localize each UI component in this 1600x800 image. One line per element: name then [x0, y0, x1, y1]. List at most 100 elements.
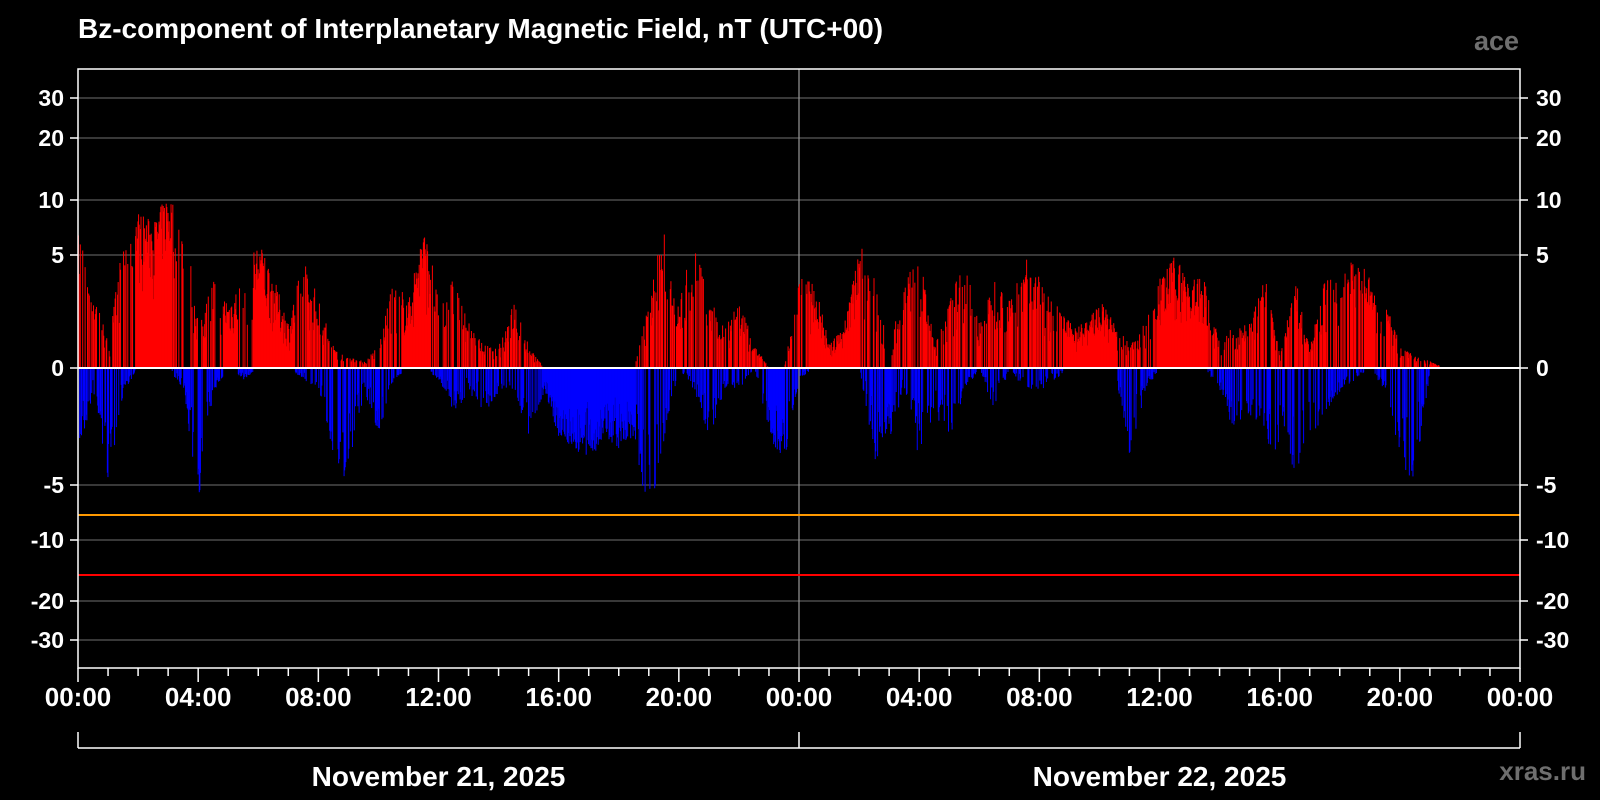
bar-positive [162, 259, 164, 368]
bar-positive [909, 271, 911, 368]
bar-negative [520, 368, 522, 414]
bar-negative [970, 368, 972, 378]
bar-positive [1347, 279, 1349, 368]
bar-positive [273, 303, 275, 368]
bar-negative [567, 368, 569, 443]
bar-positive [976, 336, 978, 368]
bar-positive [259, 256, 261, 368]
bar-positive [875, 331, 877, 368]
bar-negative [872, 368, 874, 440]
bar-negative [1421, 368, 1423, 404]
bar-positive [537, 360, 539, 368]
bar-positive [1324, 283, 1326, 368]
bar-positive [1078, 326, 1080, 368]
bar-negative [519, 368, 521, 406]
bar-positive [431, 265, 433, 368]
bar-negative [665, 368, 667, 409]
bar-negative [774, 368, 776, 448]
bar-negative [176, 368, 178, 374]
bar-negative [704, 368, 706, 394]
bar-positive [801, 278, 803, 368]
bar-positive [1296, 311, 1298, 368]
bar-positive [1004, 332, 1006, 368]
bar-negative [627, 368, 629, 437]
bar-negative [100, 368, 102, 419]
bar-positive [511, 309, 513, 368]
bar-positive [719, 335, 721, 368]
bar-positive [395, 290, 397, 368]
bar-positive [989, 300, 991, 368]
bar-negative [916, 368, 918, 416]
bar-negative [675, 368, 677, 381]
bar-negative [972, 368, 974, 379]
bar-negative [592, 368, 594, 451]
bar-positive [764, 364, 766, 368]
bar-positive [759, 356, 761, 368]
bar-negative [926, 368, 928, 413]
bar-positive [359, 361, 361, 368]
bar-positive [443, 327, 445, 368]
bar-positive [265, 298, 267, 368]
bar-positive [1072, 336, 1074, 368]
bar-positive [1237, 349, 1239, 368]
bar-positive [893, 329, 895, 368]
bar-negative [332, 368, 334, 450]
bar-positive [1074, 328, 1076, 368]
bar-positive [149, 234, 151, 368]
bar-negative [884, 368, 886, 423]
bar-positive [407, 317, 409, 368]
bar-positive [321, 335, 323, 368]
bar-negative [762, 368, 764, 404]
bar-positive [891, 355, 893, 368]
bar-positive [151, 241, 153, 368]
bar-negative [932, 368, 934, 409]
bar-positive [1029, 277, 1031, 368]
bar-negative [321, 368, 323, 386]
bar-positive [472, 338, 474, 368]
bar-positive [231, 306, 233, 368]
bar-positive [150, 277, 152, 368]
bar-negative [566, 368, 568, 440]
bar-positive [1099, 322, 1101, 368]
bar-negative [198, 368, 200, 493]
bar-positive [1126, 341, 1128, 368]
bar-positive [1178, 274, 1180, 368]
bar-positive [442, 303, 444, 368]
bar-positive [279, 309, 281, 368]
bar-positive [844, 334, 846, 368]
bar-positive [863, 319, 865, 368]
bar-positive [1229, 330, 1231, 368]
bar-positive [164, 239, 166, 368]
bar-positive [228, 309, 230, 368]
bar-positive [1426, 360, 1428, 368]
bar-negative [79, 368, 81, 438]
bar-positive [535, 361, 537, 368]
bar-positive [816, 320, 818, 368]
bar-negative [329, 368, 331, 439]
bar-positive [1072, 334, 1074, 368]
bar-positive [132, 267, 134, 368]
bar-positive [529, 354, 531, 368]
bar-positive [1068, 321, 1070, 368]
bar-positive [945, 326, 947, 368]
bar-negative [573, 368, 575, 433]
bar-positive [1344, 273, 1346, 368]
bar-positive [1175, 289, 1177, 368]
bar-negative [973, 368, 975, 374]
bar-negative [604, 368, 606, 419]
bar-positive [1079, 337, 1081, 368]
bar-negative [1058, 368, 1060, 377]
bar-positive [1402, 356, 1404, 368]
bar-negative [188, 368, 190, 432]
bar-positive [1033, 300, 1035, 368]
bar-negative [183, 368, 185, 386]
bar-negative [571, 368, 573, 444]
bar-negative [342, 368, 344, 433]
bar-positive [1083, 337, 1085, 368]
bar-negative [703, 368, 705, 421]
bar-positive [744, 317, 746, 368]
bar-negative [583, 368, 585, 439]
bar-negative [590, 368, 592, 449]
bar-positive [386, 308, 388, 368]
bar-positive [1237, 337, 1239, 368]
